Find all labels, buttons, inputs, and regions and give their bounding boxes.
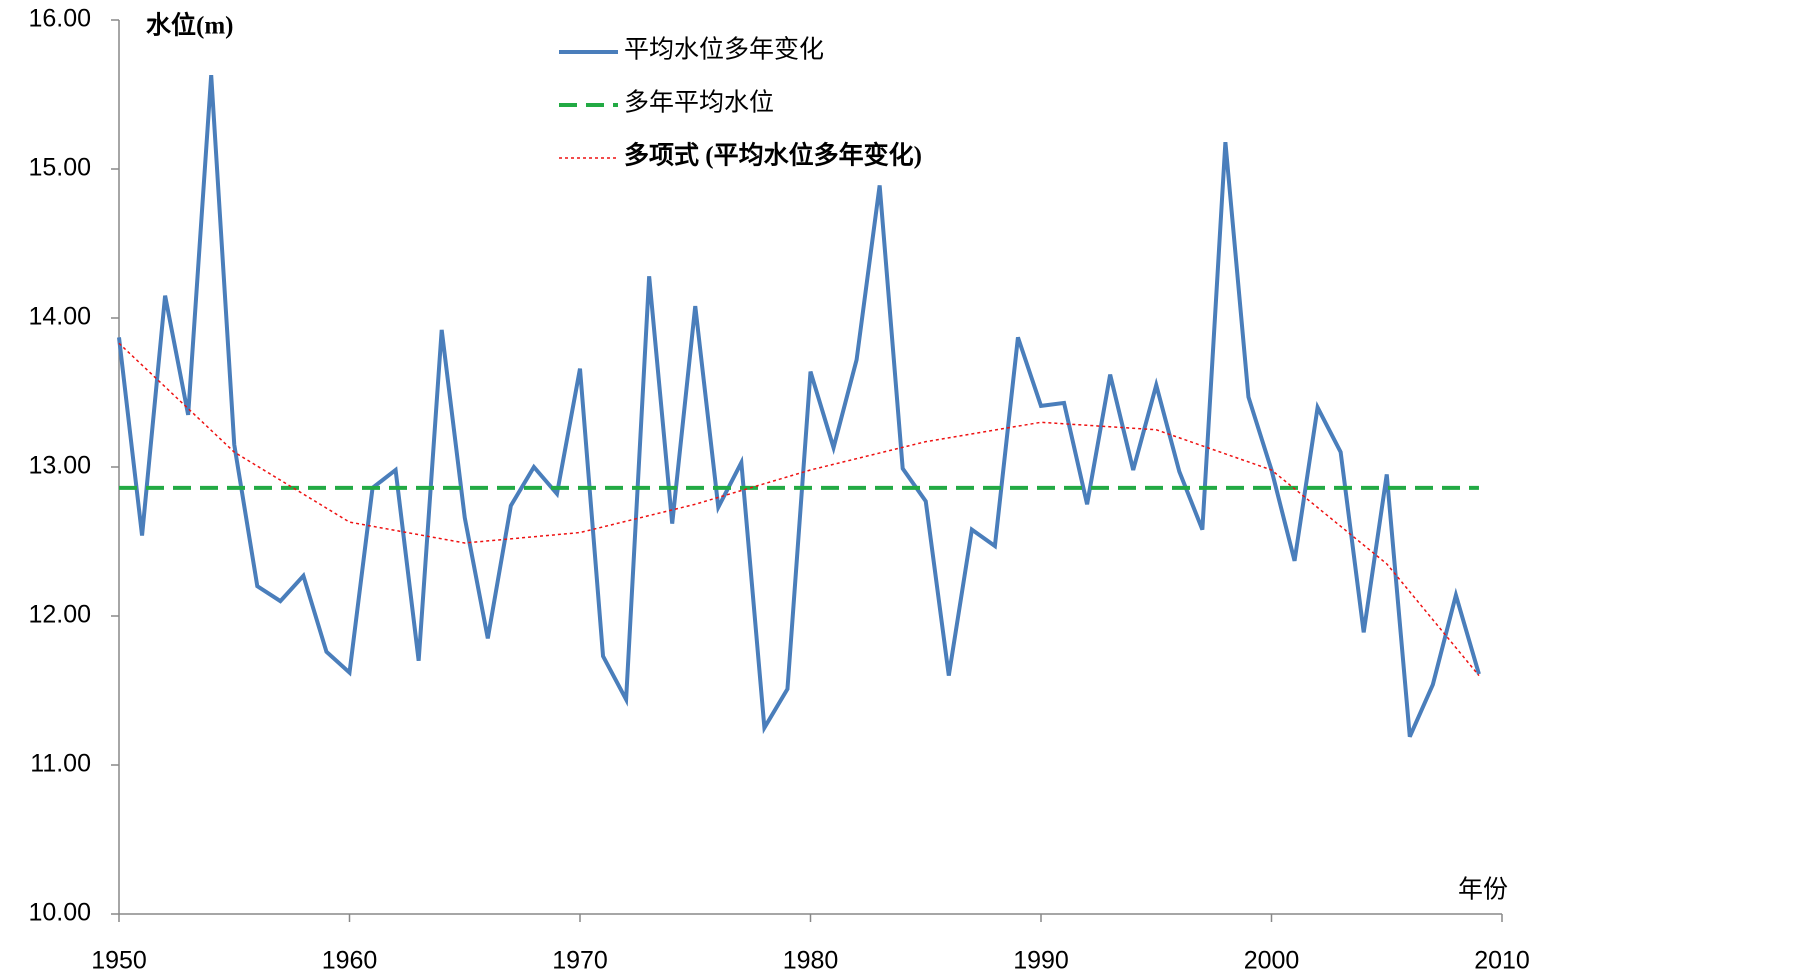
x-tick-label: 1980 bbox=[783, 947, 839, 975]
y-tick-label: 12.00 bbox=[28, 601, 91, 629]
y-tick-label: 13.00 bbox=[28, 452, 91, 480]
legend-label: 多项式 (平均水位多年变化) bbox=[624, 141, 922, 170]
y-tick-label: 10.00 bbox=[28, 899, 91, 927]
y-tick-label: 15.00 bbox=[28, 154, 91, 182]
x-tick-label: 2000 bbox=[1244, 947, 1300, 975]
y-axis-label: 水位(m) bbox=[146, 11, 233, 40]
series-line bbox=[118, 342, 1480, 677]
x-axis-label: 年份 bbox=[1458, 876, 1508, 904]
legend-label: 平均水位多年变化 bbox=[624, 36, 824, 64]
y-tick-label: 11.00 bbox=[30, 750, 91, 778]
x-tick-label: 1960 bbox=[322, 947, 378, 975]
x-tick-label: 1970 bbox=[552, 947, 608, 975]
series-line bbox=[117, 74, 1481, 738]
y-tick-label: 14.00 bbox=[28, 303, 91, 331]
legend-label: 多年平均水位 bbox=[624, 89, 774, 117]
x-tick-label: 1950 bbox=[91, 947, 147, 975]
x-tick-label: 2010 bbox=[1474, 947, 1530, 975]
x-tick-label: 1990 bbox=[1013, 947, 1069, 975]
y-tick-label: 16.00 bbox=[28, 5, 91, 33]
